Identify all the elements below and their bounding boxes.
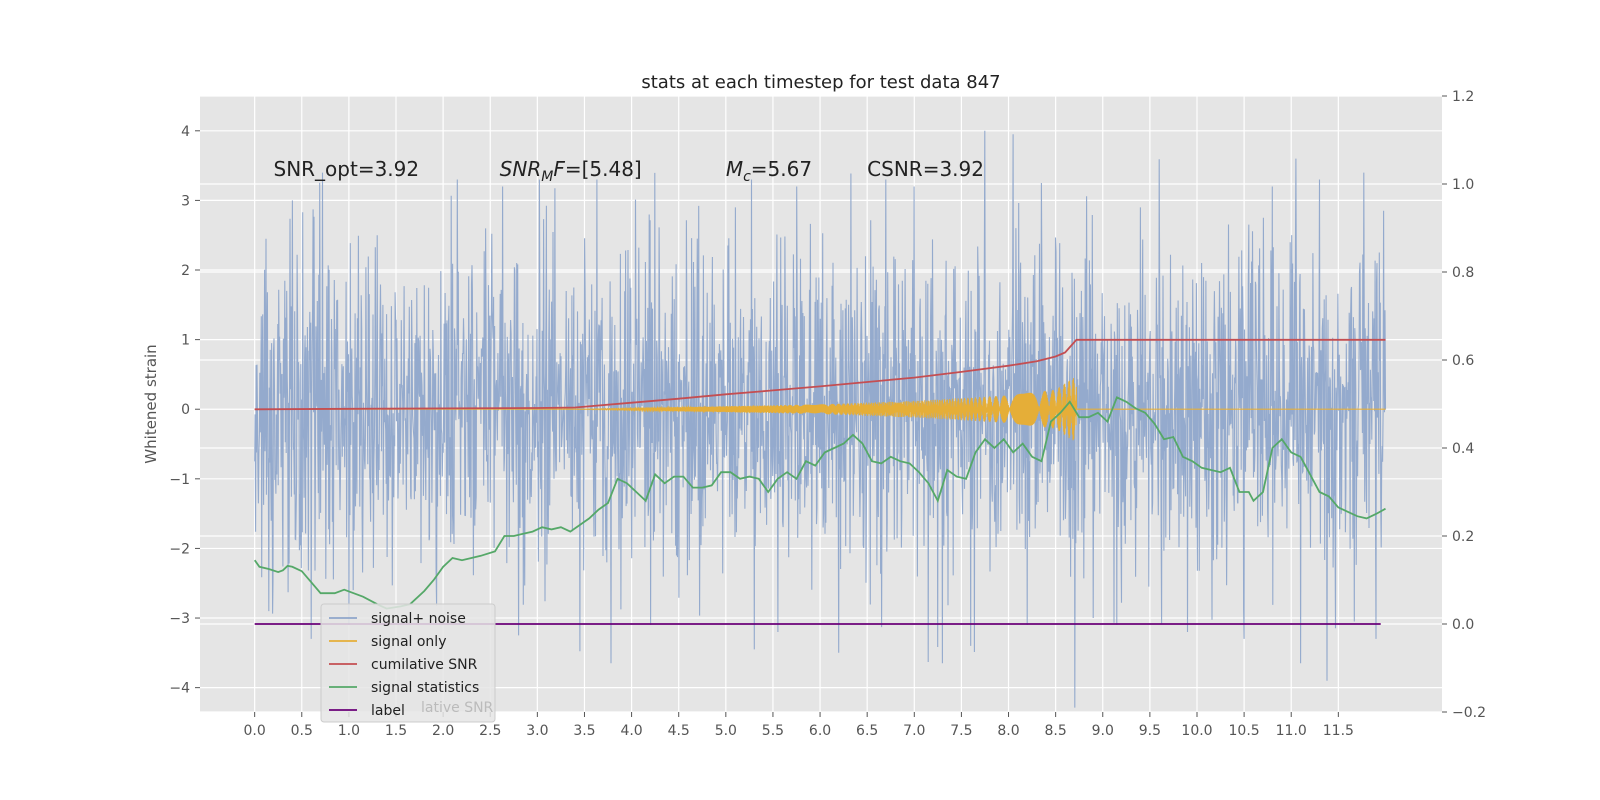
x-tick-label-18: 9.0 xyxy=(1092,723,1114,739)
legend-label-1: signal only xyxy=(371,634,446,650)
annotation-2: Mc=5.67 xyxy=(726,157,812,185)
axis-ticks: 0.0 0.5 1.0 1.5 2.0 2.5 3.0 3.5 4.0 4.5 5.0 5.5 6.0 6… xyxy=(169,89,1486,739)
y-tick-label-5: −1 xyxy=(169,472,190,488)
x-tick-label-23: 11.5 xyxy=(1323,723,1354,739)
y-tick-label-7: −3 xyxy=(169,611,190,627)
y2-tick-label-3: 0.6 xyxy=(1452,353,1474,369)
x-tick-label-4: 2.0 xyxy=(432,723,454,739)
x-tick-label-0: 0.0 xyxy=(244,723,266,739)
x-tick-label-6: 3.0 xyxy=(526,723,548,739)
y2-tick-label-2: 0.8 xyxy=(1452,265,1474,281)
y2-tick-label-7: −0.2 xyxy=(1452,705,1486,721)
y2-tick-label-0: 1.2 xyxy=(1452,89,1474,105)
x-tick-label-12: 6.0 xyxy=(809,723,831,739)
x-tick-label-13: 6.5 xyxy=(856,723,878,739)
y-tick-label-8: −4 xyxy=(169,681,190,697)
x-tick-label-2: 1.0 xyxy=(338,723,360,739)
x-tick-label-3: 1.5 xyxy=(385,723,407,739)
x-tick-label-1: 0.5 xyxy=(291,723,313,739)
annotation-0: SNR_opt=3.92 xyxy=(274,157,420,181)
y-tick-label-0: 4 xyxy=(181,124,190,140)
y-tick-label-2: 2 xyxy=(181,263,190,279)
y2-tick-label-4: 0.4 xyxy=(1452,441,1474,457)
y-tick-label-6: −2 xyxy=(169,541,190,557)
y-tick-label-1: 3 xyxy=(181,193,190,209)
y-tick-label-4: 0 xyxy=(181,402,190,418)
annotations: SNR_opt=3.92 SNRMF=[5.48] Mc=5.67 CSNR=3.92 xyxy=(274,157,984,185)
y2-tick-label-1: 1.0 xyxy=(1452,177,1474,193)
legend-label-2: cumilative SNR xyxy=(371,657,478,673)
y2-tick-label-5: 0.2 xyxy=(1452,529,1474,545)
legend: lative SNR signal+ noise signal only cumila… xyxy=(320,603,496,723)
y2-tick-label-6: 0.0 xyxy=(1452,617,1474,633)
series-signal-statistics xyxy=(253,396,1386,610)
annotation-3: CSNR=3.92 xyxy=(867,157,984,181)
legend-ghost-text: lative SNR xyxy=(421,700,494,716)
x-tick-label-22: 11.0 xyxy=(1276,723,1307,739)
legend-box xyxy=(320,603,496,723)
x-tick-label-16: 8.0 xyxy=(997,723,1019,739)
x-tick-label-20: 10.0 xyxy=(1181,723,1212,739)
series-cumilative-snr xyxy=(254,338,1386,411)
legend-label-0: signal+ noise xyxy=(371,611,466,627)
series-signal-noise xyxy=(254,130,1387,708)
chart-title: stats at each timestep for test data 847 xyxy=(641,72,1000,93)
x-tick-label-9: 4.5 xyxy=(668,723,690,739)
x-tick-label-14: 7.0 xyxy=(903,723,925,739)
x-tick-label-10: 5.0 xyxy=(715,723,737,739)
x-tick-label-17: 8.5 xyxy=(1045,723,1067,739)
x-tick-label-7: 3.5 xyxy=(573,723,595,739)
x-tick-label-11: 5.5 xyxy=(762,723,784,739)
x-tick-label-19: 9.5 xyxy=(1139,723,1161,739)
x-tick-label-8: 4.0 xyxy=(620,723,642,739)
legend-label-3: signal statistics xyxy=(371,680,479,696)
annotation-1: SNRMF=[5.48] xyxy=(500,157,642,185)
x-tick-label-5: 2.5 xyxy=(479,723,501,739)
x-tick-label-21: 10.5 xyxy=(1229,723,1260,739)
x-tick-label-15: 7.5 xyxy=(950,723,972,739)
y-axis-label: Whitened strain xyxy=(142,344,160,463)
legend-label-4: label xyxy=(371,703,405,719)
y-tick-label-3: 1 xyxy=(181,333,190,349)
